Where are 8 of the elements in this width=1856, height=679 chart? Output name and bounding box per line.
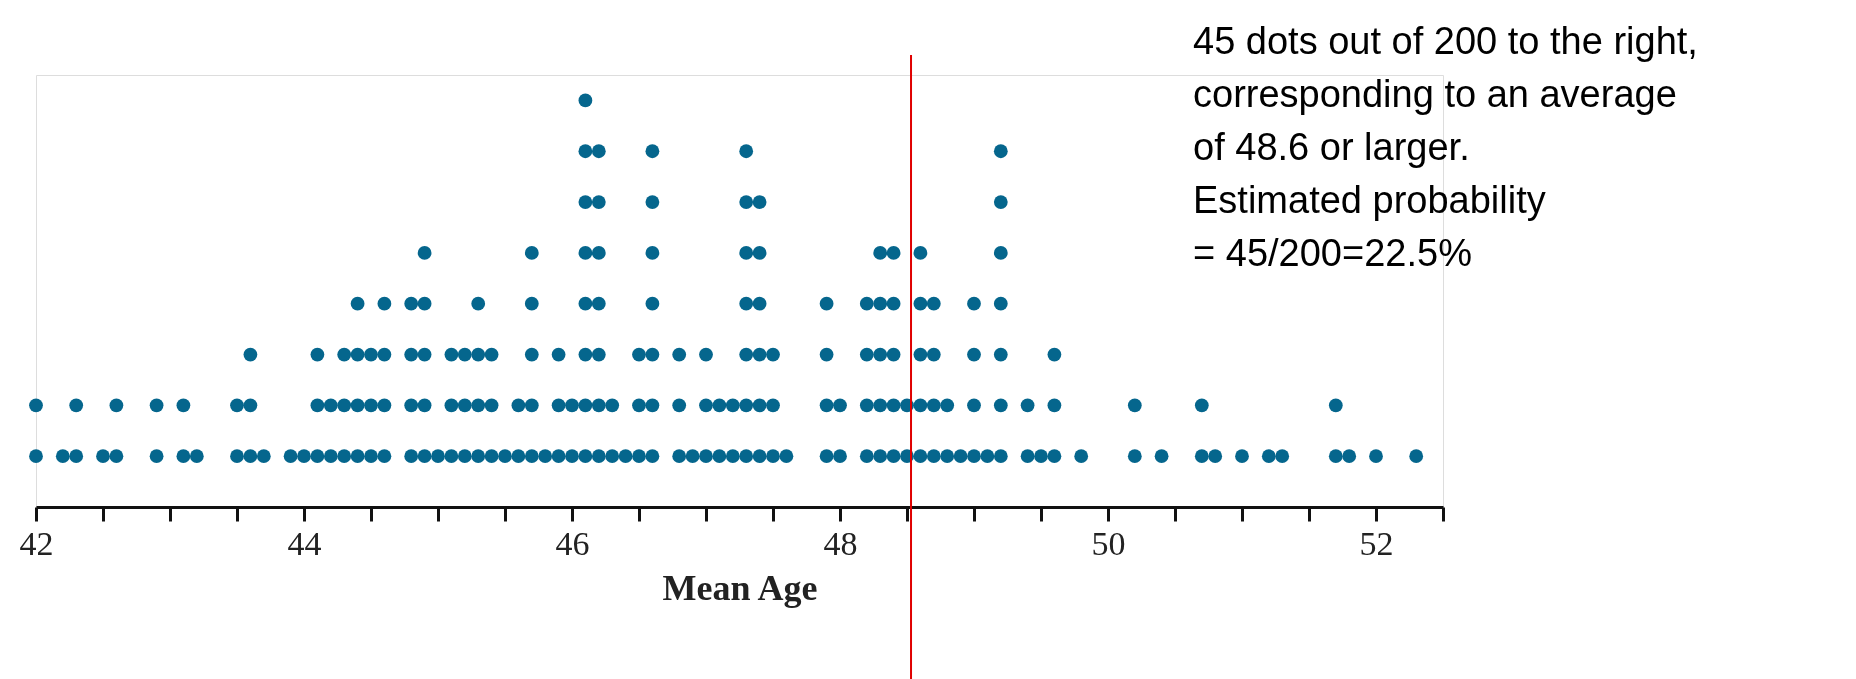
x-tick-label: 44 xyxy=(287,524,322,562)
annotation: 45 dots out of 200 to the right, corresponding to an average of 48.6 or larger. Estimated probability = 45/200=22.5% xyxy=(1193,20,1698,274)
x-tick-label: 48 xyxy=(823,524,858,562)
x-tick-label: 52 xyxy=(1359,524,1394,562)
x-axis-title: Mean Age xyxy=(662,567,818,608)
x-tick-label: 46 xyxy=(555,524,590,562)
x-tick-label: 50 xyxy=(1091,524,1126,562)
x-tick-label: 42 xyxy=(19,524,54,562)
